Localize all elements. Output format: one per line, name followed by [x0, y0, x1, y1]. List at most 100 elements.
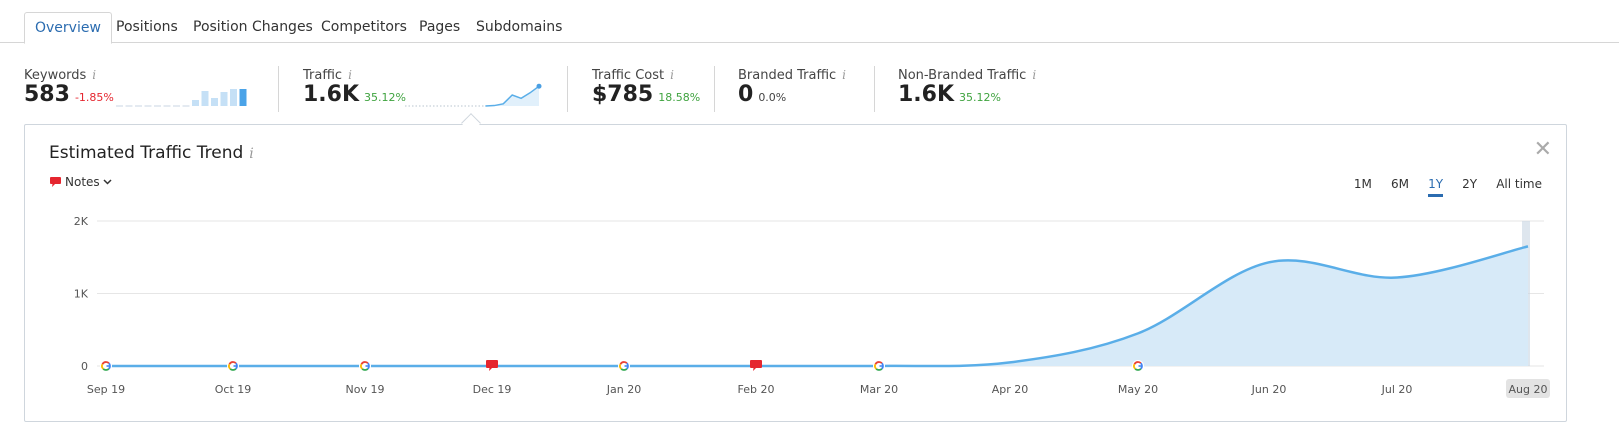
google-icon-arc — [361, 368, 369, 371]
metric-keywords-value: 583 — [24, 82, 70, 107]
metric-traffic-cost-change: 18.58% — [658, 91, 701, 104]
google-icon-arc — [229, 368, 237, 371]
x-tick-label: Feb 20 — [738, 383, 775, 396]
google-icon-arc — [619, 363, 622, 370]
note-icon[interactable] — [486, 360, 498, 371]
sparkline-bar — [211, 98, 218, 106]
metric-divider — [567, 66, 568, 112]
range-all-time[interactable]: All time — [1496, 177, 1542, 191]
google-icon[interactable] — [100, 360, 112, 372]
google-icon-arc — [101, 361, 110, 365]
google-icon[interactable] — [618, 360, 630, 372]
note-icon — [50, 177, 61, 187]
report-tabs: Overview Positions Position Changes Comp… — [0, 0, 1619, 44]
metric-non-branded-traffic[interactable]: Non-Branded Traffic i 1.6K 35.12% — [898, 64, 1068, 114]
google-icon-arc — [1133, 363, 1136, 370]
metric-traffic-label: Traffic — [303, 68, 343, 83]
x-tick-label: Apr 20 — [992, 383, 1029, 396]
traffic-trend-chart[interactable]: 0 1K 2K Sep 19 Oct 19 Nov 19 Dec 19 Jan 20 Feb 2… — [25, 125, 1566, 421]
google-icon-arc — [626, 362, 629, 370]
metric-non-branded-label: Non-Branded Traffic — [898, 68, 1027, 83]
google-icon[interactable] — [359, 360, 371, 372]
google-icon-arc — [874, 361, 883, 365]
note-icon-shape — [750, 360, 762, 371]
google-icon-arc — [1133, 361, 1142, 365]
google-icon[interactable] — [227, 360, 239, 372]
x-tick-label: Dec 19 — [473, 383, 512, 396]
metric-non-branded-change: 35.12% — [959, 91, 1001, 104]
metric-divider — [278, 66, 279, 112]
tab-overview[interactable]: Overview — [24, 12, 112, 44]
x-tick-label: Mar 20 — [860, 383, 898, 396]
metric-traffic-cost-label: Traffic Cost — [592, 68, 665, 83]
sparkline-bar — [230, 89, 237, 106]
tab-competitors[interactable]: Competitors — [321, 19, 407, 35]
sparkline-bar — [220, 92, 228, 106]
sparkline-area — [485, 86, 539, 106]
tab-pages[interactable]: Pages — [419, 19, 461, 35]
metric-traffic[interactable]: Traffic i 1.6K 35.12% — [303, 64, 553, 114]
y-tick-label: 0 — [81, 360, 88, 373]
note-icon[interactable] — [750, 360, 762, 371]
metric-branded-traffic[interactable]: Branded Traffic i 0 0.0% — [738, 64, 868, 114]
sparkline-line — [485, 85, 540, 107]
info-icon[interactable]: i — [842, 68, 847, 82]
sparkline-bar — [192, 100, 199, 106]
tab-positions[interactable]: Positions — [116, 19, 178, 35]
google-icon-arc — [881, 362, 884, 370]
notes-dropdown[interactable]: Notes — [49, 175, 112, 189]
x-tick-label: Jun 20 — [1251, 383, 1287, 396]
metric-keywords-label: Keywords — [24, 68, 87, 83]
sparkline-bar — [201, 91, 209, 106]
range-2y[interactable]: 2Y — [1462, 177, 1478, 191]
traffic-sparkline — [405, 83, 542, 107]
metric-branded-change: 0.0% — [758, 91, 787, 104]
metric-keywords-change: -1.85% — [74, 91, 114, 104]
note-icon-shape — [486, 360, 498, 371]
google-icon-arc — [874, 363, 877, 370]
notes-label: Notes — [65, 175, 100, 189]
traffic-line — [106, 245, 1529, 368]
google-icon-arc — [360, 361, 369, 365]
chevron-down-icon — [103, 179, 112, 185]
metric-traffic-value: 1.6K — [303, 82, 360, 107]
keywords-sparkline — [116, 89, 247, 107]
x-tick-label: Oct 19 — [215, 383, 252, 396]
google-icon-arc — [367, 362, 370, 370]
info-icon[interactable]: i — [348, 68, 352, 82]
range-selector: 1M 6M 1Y 2Y All time — [1340, 173, 1542, 197]
google-icon[interactable] — [1132, 360, 1144, 372]
y-tick-label: 2K — [74, 215, 89, 228]
info-icon[interactable]: i — [1032, 68, 1037, 82]
traffic-area — [106, 246, 1528, 367]
range-1y[interactable]: 1Y — [1428, 177, 1444, 197]
metric-keywords[interactable]: Keywords i 583 -1.85% — [24, 64, 264, 114]
panel-title: Estimated Traffic Trend i — [49, 143, 254, 163]
range-6m[interactable]: 6M — [1390, 177, 1409, 191]
google-icon-arc — [620, 368, 628, 371]
info-icon[interactable]: i — [670, 68, 674, 82]
tab-position-changes[interactable]: Position Changes — [193, 19, 313, 35]
info-icon[interactable]: i — [92, 68, 97, 82]
google-icon-arc — [235, 362, 238, 370]
sparkline-bar — [239, 89, 247, 106]
tab-subdomains[interactable]: Subdomains — [476, 19, 563, 35]
google-icon-arc — [619, 361, 628, 365]
close-icon[interactable]: ✕ — [1533, 137, 1552, 162]
google-icon-arc — [228, 363, 231, 370]
metric-branded-value: 0 — [738, 82, 754, 107]
x-tick-label: Jan 20 — [606, 383, 641, 396]
x-tick-label: Nov 19 — [346, 383, 385, 396]
sparkline-endpoint — [536, 83, 542, 89]
metric-traffic-cost[interactable]: Traffic Cost i $785 18.58% — [592, 64, 712, 114]
metric-divider — [874, 66, 875, 112]
range-1m[interactable]: 1M — [1353, 177, 1372, 191]
x-tick-label: May 20 — [1118, 383, 1158, 396]
traffic-trend-panel: Estimated Traffic Trend i Notes ✕ 1M 6M 1… — [24, 124, 1567, 422]
google-icon-arc — [1134, 368, 1142, 371]
x-tick-label: Jul 20 — [1381, 383, 1413, 396]
info-icon[interactable]: i — [249, 146, 254, 162]
metric-traffic-change: 35.12% — [364, 91, 406, 104]
google-icon-arc — [108, 362, 111, 370]
google-icon[interactable] — [873, 360, 885, 372]
